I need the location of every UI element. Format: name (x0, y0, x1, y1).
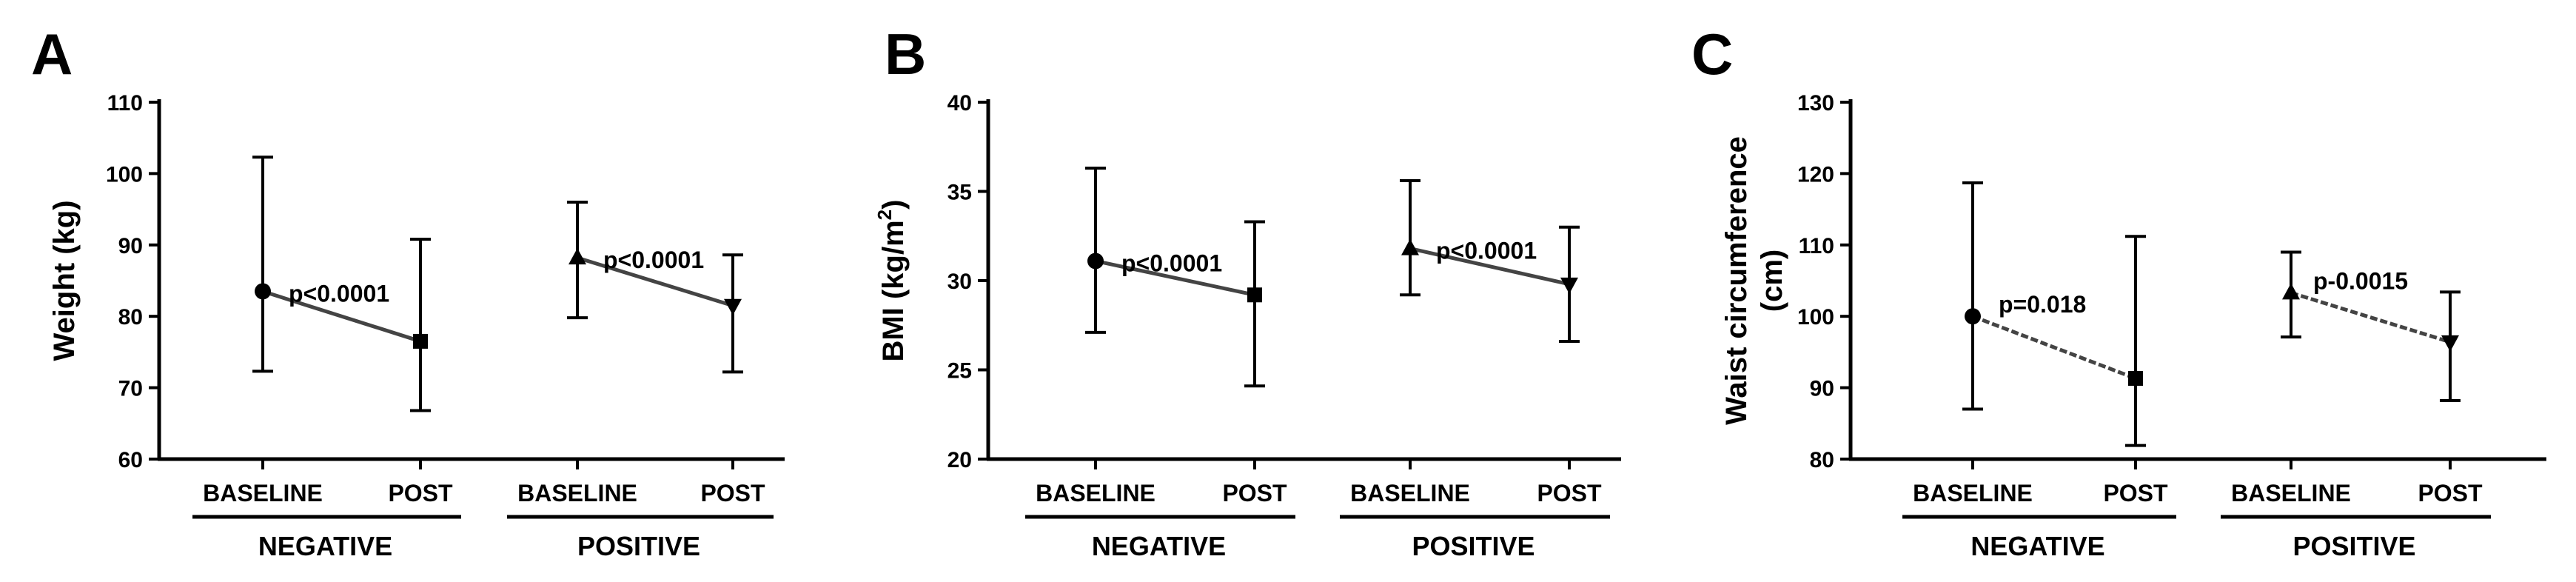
data-point-marker (2441, 335, 2459, 352)
series-line (1972, 314, 2136, 381)
y-tick-label: 80 (118, 305, 143, 330)
y-axis-label-end: ) (877, 200, 910, 210)
y-axis-label: Weight (kg) (48, 200, 81, 361)
group-label: POSITIVE (2292, 531, 2415, 561)
y-axis-label-superscript: 2 (873, 210, 896, 220)
p-value-annotation: p<0.0001 (289, 280, 389, 307)
y-tick-label: 35 (947, 181, 972, 205)
y-axis-label: BMI (kg/m2) (873, 200, 910, 362)
panel-letter: A (31, 21, 73, 87)
group-label: POSITIVE (1412, 531, 1534, 561)
y-tick-label: 20 (947, 448, 972, 472)
group-label: POSITIVE (577, 531, 700, 561)
data-point-marker (413, 333, 428, 349)
y-tick-label: 60 (118, 448, 143, 472)
data-point-marker (724, 298, 742, 315)
x-category-label: BASELINE (1913, 480, 2033, 506)
x-category-label: POST (2418, 480, 2483, 506)
data-point-marker (255, 283, 271, 300)
x-category-label: BASELINE (1036, 480, 1155, 506)
data-point-marker (2128, 371, 2143, 387)
series-line (1095, 259, 1255, 297)
group-label: NEGATIVE (1092, 531, 1226, 561)
y-tick-label: 40 (947, 91, 972, 116)
p-value-annotation: p=0.018 (1999, 291, 2086, 318)
data-point-marker (1247, 287, 1262, 303)
y-axis-label-main: BMI (kg/m (877, 220, 910, 361)
panel-a: A 60 70 80 90 100 110 Weight (kg) BASELINE POST NE… (31, 21, 785, 561)
y-tick-label: 110 (1799, 234, 1834, 258)
x-category-label: BASELINE (517, 480, 637, 506)
p-value-annotation: p<0.0001 (1121, 250, 1222, 276)
y-tick-label: 80 (1810, 448, 1834, 472)
data-point-marker (568, 248, 586, 265)
x-category-label: POST (388, 480, 453, 506)
y-tick-label: 90 (1810, 377, 1834, 401)
data-point-marker (2282, 283, 2300, 300)
y-tick-label: 120 (1797, 162, 1834, 187)
p-value-annotation: p<0.0001 (1436, 238, 1537, 264)
panel-letter: C (1691, 21, 1733, 87)
panel-b: B 20 25 30 35 40 BMI (kg/m2) BASELINE POST NEGATI… (873, 21, 1621, 561)
y-tick-label: 90 (118, 234, 143, 258)
data-point-marker (1560, 277, 1578, 294)
x-category-label: BASELINE (1350, 480, 1470, 506)
panel-letter: B (885, 21, 926, 87)
x-category-label: BASELINE (203, 480, 323, 506)
x-category-label: POST (1222, 480, 1287, 506)
y-tick-label: 30 (947, 270, 972, 294)
y-axis-label: Waist circumference (1720, 136, 1753, 425)
y-tick-label: 25 (947, 359, 972, 384)
series-line (577, 255, 734, 308)
series-line (1409, 247, 1570, 287)
group-label: NEGATIVE (258, 531, 392, 561)
y-tick-label: 100 (106, 162, 143, 187)
data-point-marker (1401, 238, 1419, 255)
y-tick-label: 70 (118, 377, 143, 401)
y-tick-label: 100 (1797, 305, 1834, 330)
x-category-label: BASELINE (2231, 480, 2351, 506)
series-line (262, 290, 421, 344)
y-axis-label-main: Weight (kg) (48, 200, 81, 361)
x-category-label: POST (1537, 480, 1602, 506)
group-label: NEGATIVE (1970, 531, 2104, 561)
y-tick-label: 110 (107, 91, 143, 116)
x-category-label: POST (700, 480, 765, 506)
data-point-marker (1087, 252, 1104, 270)
x-category-label: POST (2103, 480, 2168, 506)
p-value-annotation: p<0.0001 (603, 247, 704, 273)
panel-c: C 80 90 100 110 120 130 Waist circumference (cm)… (1691, 21, 2546, 561)
series-line (2290, 290, 2451, 344)
y-axis-label-line2: (cm) (1756, 250, 1788, 312)
data-point-marker (1965, 308, 1981, 325)
p-value-annotation: p-0.0015 (2313, 267, 2408, 294)
y-tick-label: 130 (1797, 91, 1834, 116)
